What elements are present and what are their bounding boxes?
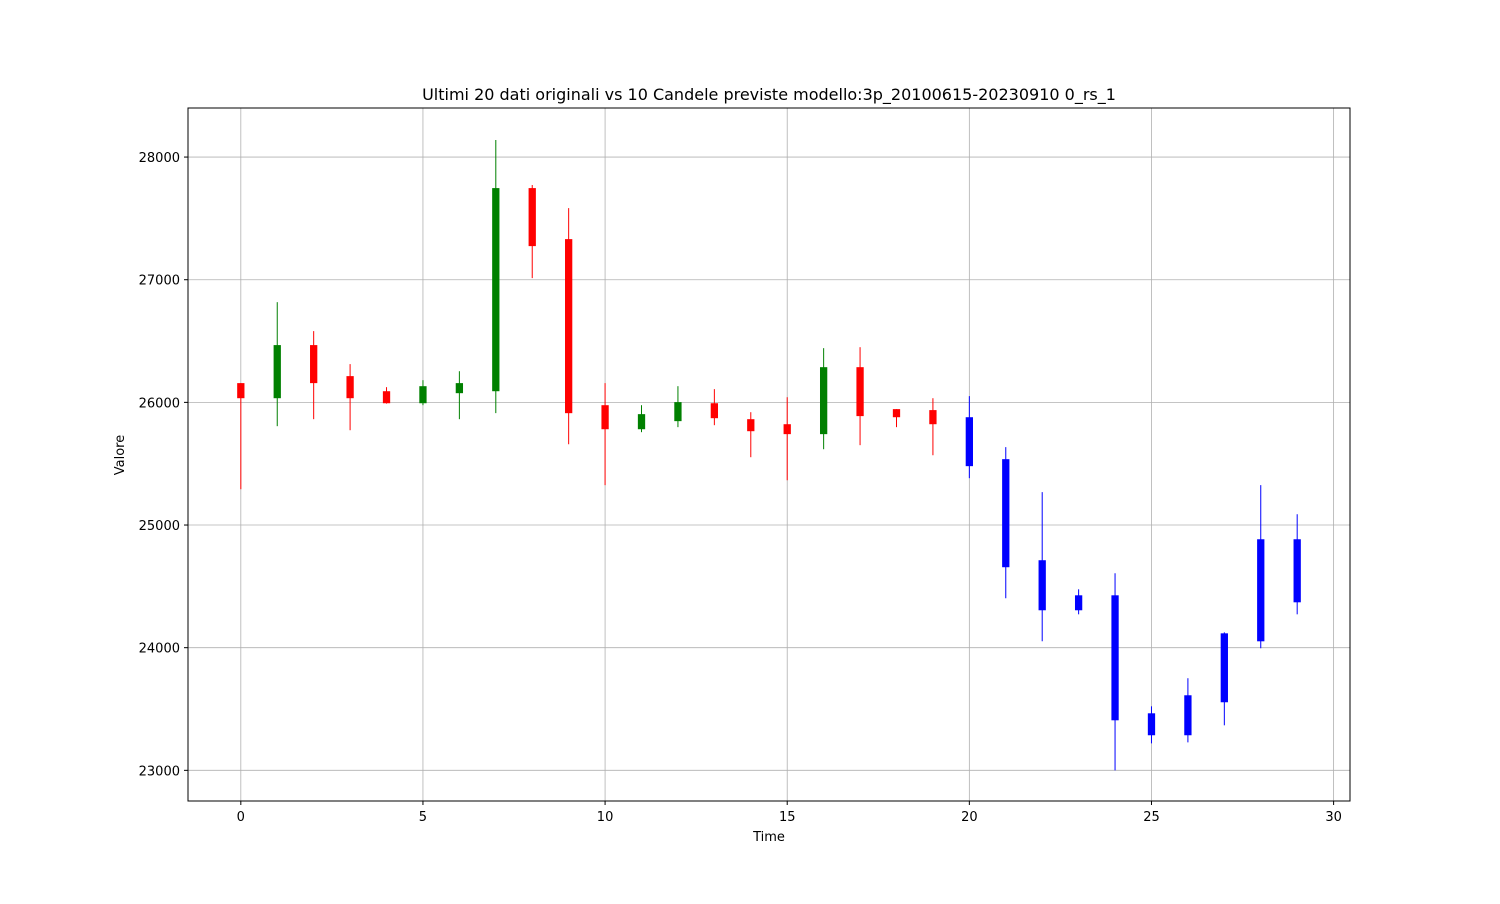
candle-body bbox=[637, 414, 646, 430]
candle-body bbox=[819, 367, 828, 435]
candle-body bbox=[1074, 595, 1083, 611]
candle-body bbox=[892, 409, 901, 418]
x-tick-label: 25 bbox=[1143, 810, 1160, 825]
grid: 0 5 10 15 20 25 30 23000 24000 25000 26000 27000 280… bbox=[139, 108, 1350, 825]
y-tick-label: 27000 bbox=[139, 274, 180, 289]
candle-body bbox=[1002, 459, 1010, 568]
candles bbox=[237, 140, 1301, 771]
y-axis-label: Valore bbox=[113, 435, 128, 475]
candle-body bbox=[382, 391, 391, 404]
candle-body bbox=[710, 403, 719, 419]
candle-body bbox=[1038, 560, 1046, 611]
candle-body bbox=[1257, 539, 1265, 642]
candle-body bbox=[1293, 539, 1301, 603]
candle-body bbox=[310, 345, 318, 384]
candle-body bbox=[346, 376, 354, 399]
candle-body bbox=[419, 386, 427, 404]
plot-frame bbox=[187, 107, 1351, 802]
candle-body bbox=[1147, 713, 1156, 736]
candle-body bbox=[1111, 595, 1119, 721]
x-tick-label: 5 bbox=[419, 810, 427, 825]
candle-body bbox=[674, 402, 682, 422]
candle-body bbox=[528, 188, 536, 247]
x-tick-label: 20 bbox=[961, 810, 978, 825]
candle-body bbox=[1220, 633, 1228, 703]
x-tick-label: 30 bbox=[1325, 810, 1342, 825]
y-tick-label: 28000 bbox=[139, 151, 180, 166]
chart-title: Ultimi 20 dati originali vs 10 Candele p… bbox=[422, 85, 1116, 105]
x-tick-label: 10 bbox=[597, 810, 614, 825]
candle-body bbox=[965, 417, 973, 467]
candle-body bbox=[492, 188, 500, 392]
y-tick-label: 26000 bbox=[139, 396, 180, 411]
candle-body bbox=[747, 419, 755, 432]
x-tick-label: 15 bbox=[779, 810, 796, 825]
candle-body bbox=[455, 383, 464, 394]
y-tick-label: 24000 bbox=[139, 642, 180, 657]
candle-body bbox=[1184, 695, 1192, 736]
candle-body bbox=[273, 345, 281, 399]
y-tick-label: 23000 bbox=[139, 764, 180, 779]
candle-body bbox=[929, 410, 937, 425]
x-axis-label: Time bbox=[752, 830, 785, 845]
candle-body bbox=[237, 383, 245, 399]
candle-body bbox=[783, 424, 791, 435]
y-tick-label: 25000 bbox=[139, 519, 180, 534]
x-tick-label: 0 bbox=[237, 810, 245, 825]
candle-body bbox=[856, 367, 864, 417]
candle-body bbox=[565, 239, 573, 414]
candle-body bbox=[601, 405, 609, 430]
